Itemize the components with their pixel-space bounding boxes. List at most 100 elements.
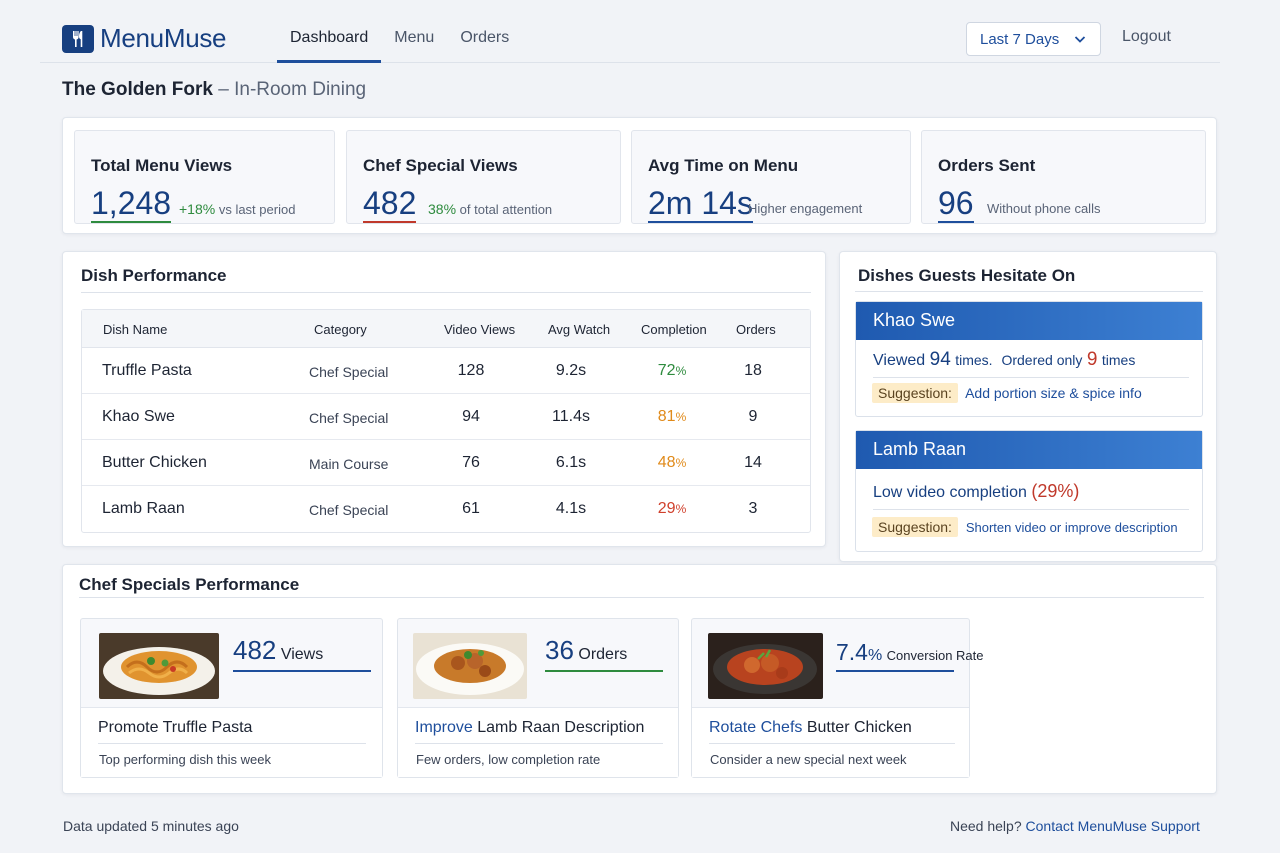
kpi-value: 1,248 [91,185,172,223]
dish-completion: 48% [642,454,702,472]
table-row[interactable]: Lamb Raan Chef Special 61 4.1s 29% 3 [82,486,810,532]
column-header[interactable]: Dish Name [103,322,168,337]
column-header[interactable]: Orders [736,322,776,337]
stat-value: 482 [233,635,277,665]
completion-value: 48 [657,454,676,471]
kpi-note-text: vs last period [218,202,296,217]
card-stat: 482 Views [233,635,371,672]
stat-text: times [1101,352,1136,368]
kpi-note: 38% of total attention [428,201,552,217]
completion-value: 81 [657,408,676,425]
hesitate-card-lamb-raan[interactable]: Lamb Raan Low video completion (29%) Sug… [855,430,1203,552]
butter-chicken-photo [708,633,823,699]
completion-value: 72 [657,362,676,379]
dish-avg-watch: 6.1s [555,454,587,471]
help-prefix: Need help? [950,818,1022,834]
column-header[interactable]: Completion [641,322,707,337]
dish-name: Lamb Raan [102,500,185,517]
dish-views: 94 [462,408,480,425]
dish-performance-panel: Dish Performance Dish Name Category Vide… [62,251,826,547]
dish-orders: 18 [744,362,762,379]
nav-menu[interactable]: Menu [394,29,435,46]
stat-text: Ordered only [1001,352,1083,368]
kpi-value: 482 [363,185,417,223]
divider [709,743,955,744]
kpi-change: +18% [179,201,216,217]
chef-special-card-butter-chicken[interactable]: 7.4% Conversion Rate Rotate Chefs Butter… [691,618,984,778]
dish-orders: 14 [744,454,762,471]
contact-support-link[interactable]: Contact MenuMuse Support [1025,818,1200,834]
suggestion-text: Shorten video or improve description [965,520,1178,535]
card-footer [692,707,969,777]
kpi-card-total-views: Total Menu Views 1,248 +18% vs last peri… [74,130,335,224]
table-row[interactable]: Khao Swe Chef Special 94 11.4s 81% 9 [82,394,810,440]
card-footer [398,707,678,777]
hesitate-stats: Low video completion (29%) [873,481,1079,502]
venue-heading: The Golden Fork – In-Room Dining [62,79,366,101]
kpi-share: 38% [428,201,457,217]
dish-category: Chef Special [309,364,389,380]
card-title-prefix: Improve [415,719,473,736]
top-bar: MenuMuse Dashboard Menu Orders Last 7 Da… [40,0,1220,63]
dish-name: Khao Swe [102,408,175,425]
dish-category: Main Course [309,456,389,472]
dish-completion: 81% [642,408,702,426]
kpi-card-orders-sent: Orders Sent 96 Without phone calls [921,130,1206,224]
hesitate-panel: Dishes Guests Hesitate On Khao Swe Viewe… [839,251,1217,562]
dish-orders: 3 [748,500,758,517]
suggestion: Suggestion: Shorten video or improve des… [872,517,1178,537]
stat-unit: Conversion Rate [886,648,984,663]
help-footer: Need help? Contact MenuMuse Support [950,818,1200,834]
divider [98,743,366,744]
dish-avg-watch: 4.1s [555,500,587,517]
panel-title: Chef Specials Performance [79,575,300,594]
percent-sign: % [675,410,687,424]
stat-value: 7.4 [836,639,868,665]
chef-special-card-lamb-raan[interactable]: 36 Orders Improve Lamb Raan Description … [397,618,679,778]
dish-avg-watch: 11.4s [552,408,590,425]
column-header[interactable]: Category [314,322,367,337]
divider [873,509,1189,510]
stat-unit: Orders [578,646,628,663]
stat-unit: Views [280,646,324,663]
chef-special-card-truffle-pasta[interactable]: 482 Views Promote Truffle Pasta Top perf… [80,618,383,778]
percent-sign: % [675,364,687,378]
nav-orders[interactable]: Orders [460,29,510,46]
venue-context: In-Room Dining [234,79,367,100]
kpi-title: Avg Time on Menu [648,156,799,175]
date-range-select[interactable]: Last 7 Days [966,22,1101,56]
kpi-card-avg-time: Avg Time on Menu 2m 14s Higher engagemen… [631,130,911,224]
dish-avg-watch: 9.2s [555,362,587,379]
kpi-title: Total Menu Views [91,156,233,175]
dish-views: 61 [462,500,480,517]
stat-number: 94 [929,349,951,370]
dish-completion: 72% [642,362,702,380]
completion-value: 29 [657,500,676,517]
hesitate-card-khao-swe[interactable]: Khao Swe Viewed 94 times. Ordered only 9… [855,301,1203,417]
app-logo[interactable]: MenuMuse [62,23,227,54]
hesitate-card-title: Khao Swe [856,302,1202,340]
stat-text: times. [955,352,993,368]
table-row[interactable]: Butter Chicken Main Course 76 6.1s 48% 1… [82,440,810,486]
logout-link[interactable]: Logout [1122,28,1171,45]
dish-name: Butter Chicken [102,454,207,471]
dish-completion: 29% [642,500,702,518]
chevron-down-icon [1072,31,1088,51]
divider [415,743,663,744]
dish-name: Truffle Pasta [102,362,192,379]
panel-title: Dishes Guests Hesitate On [858,266,1076,285]
table-header: Dish Name Category Video Views Avg Watch… [82,310,810,348]
suggestion-label: Suggestion: [872,517,958,537]
card-subtitle: Consider a new special next week [710,752,907,767]
card-stat: 36 Orders [545,635,663,672]
hesitate-card-title: Lamb Raan [856,431,1202,469]
date-range-value: Last 7 Days [980,30,1060,48]
card-title: Rotate Chefs Butter Chicken [709,719,912,737]
nav-dashboard[interactable]: Dashboard [277,0,382,63]
dish-orders: 9 [748,408,758,425]
column-header[interactable]: Avg Watch [548,322,611,337]
kpi-title: Chef Special Views [363,156,518,175]
column-header[interactable]: Video Views [444,322,516,337]
app-name: MenuMuse [100,23,227,53]
table-row[interactable]: Truffle Pasta Chef Special 128 9.2s 72% … [82,348,810,394]
